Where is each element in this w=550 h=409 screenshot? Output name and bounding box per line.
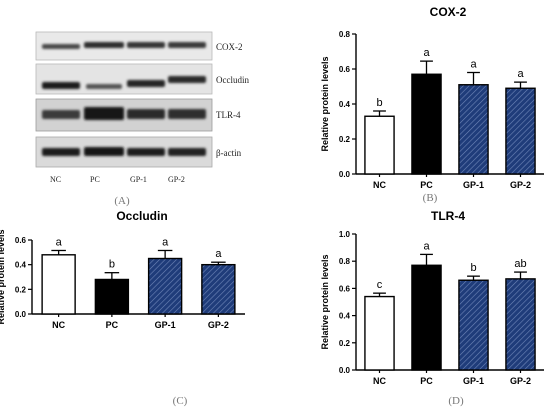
x-tick-label: NC — [52, 320, 65, 330]
bar-pc — [411, 264, 442, 371]
bar-gp-1 — [147, 257, 183, 315]
bar-nc — [364, 295, 395, 371]
significance-label: b — [376, 97, 382, 109]
blot-band — [42, 110, 80, 119]
bar-nc — [41, 254, 76, 315]
y-tick-label: 1.0 — [339, 230, 351, 239]
y-tick-label: 0.4 — [15, 261, 27, 270]
band-label-actin: β-actin — [216, 148, 242, 158]
y-tick-label: 0.0 — [339, 170, 351, 179]
band-label-cox2: COX-2 — [216, 42, 243, 52]
bar-gp-2 — [505, 87, 536, 175]
significance-label: a — [56, 236, 63, 248]
x-tick-label: GP-1 — [463, 180, 484, 190]
bar-gp-2 — [505, 278, 536, 371]
y-tick-label: 0.2 — [339, 135, 351, 144]
blot-band — [127, 80, 165, 87]
significance-label: a — [423, 240, 430, 252]
blot-band — [42, 82, 80, 89]
panel-label-d: (D) — [448, 395, 464, 407]
x-tick-label: NC — [373, 376, 386, 386]
western-blot-panel: COX-2 Occludin TLR-4 β-actin NC PC GP-1 … — [35, 31, 249, 207]
y-tick-label: 0.2 — [15, 285, 27, 294]
blot-band — [127, 42, 165, 48]
x-tick-label: GP-2 — [208, 320, 229, 330]
blot-band — [168, 42, 206, 48]
significance-label: b — [109, 259, 115, 271]
lane-label-gp1: GP-1 — [130, 175, 147, 184]
x-tick-label: PC — [106, 320, 119, 330]
blot-band — [86, 84, 122, 89]
y-tick-label: 0.2 — [339, 339, 351, 348]
blot-band — [127, 148, 165, 156]
y-tick-label: 0.4 — [339, 312, 351, 321]
lane-label-gp2: GP-2 — [168, 175, 185, 184]
band-label-tlr4: TLR-4 — [216, 110, 241, 120]
blot-band — [84, 107, 124, 120]
y-axis-label: Relative protein levels — [320, 254, 330, 349]
y-tick-label: 0.0 — [15, 310, 27, 319]
bar-nc — [364, 115, 395, 175]
significance-label: b — [470, 262, 476, 274]
chart-title: Occludin — [116, 209, 167, 223]
lane-label-nc: NC — [50, 175, 61, 184]
x-tick-label: NC — [373, 180, 386, 190]
y-tick-label: 0.0 — [339, 366, 351, 375]
bar-gp-1 — [458, 279, 489, 371]
blot-band — [127, 109, 165, 119]
significance-label: a — [470, 59, 477, 71]
significance-label: a — [517, 68, 524, 80]
x-tick-label: GP-2 — [510, 376, 531, 386]
blot-band — [168, 76, 206, 83]
bar-gp-1 — [458, 84, 489, 175]
y-tick-label: 0.8 — [339, 257, 351, 266]
bar-gp-2 — [201, 263, 236, 315]
y-axis-label: Relative protein levels — [320, 56, 330, 151]
chart-title: TLR-4 — [431, 209, 465, 223]
blot-band — [168, 148, 206, 156]
chart-cox-2: COX-2 Relative protein levels 0.0 0.2 0.4 0.6… — [320, 5, 544, 190]
blot-band — [168, 109, 206, 119]
y-tick-label: 0.4 — [339, 100, 351, 109]
x-tick-label: PC — [420, 180, 433, 190]
y-tick-label: 0.6 — [15, 236, 27, 245]
charts: COX-2 Relative protein levels 0.0 0.2 0.4 0.6… — [0, 5, 544, 386]
panel-label-a: (A) — [114, 195, 130, 207]
significance-label: c — [377, 279, 383, 291]
significance-label: a — [423, 47, 430, 59]
blot-band — [42, 44, 80, 49]
blot-band — [84, 42, 124, 48]
significance-label: ab — [514, 258, 526, 270]
chart-tlr-4: TLR-4 Relative protein levels 0.0 0.2 0.4 0.6… — [320, 209, 544, 386]
panel-label-b: (B) — [423, 192, 438, 204]
chart-occludin: Occludin Relative protein levels 0.0 0.2 0.4… — [0, 209, 245, 330]
blot-band — [84, 147, 124, 156]
band-label-occludin: Occludin — [216, 75, 249, 85]
y-tick-label: 0.6 — [339, 65, 351, 74]
x-tick-label: GP-1 — [155, 320, 176, 330]
significance-label: a — [162, 236, 169, 248]
bar-pc — [94, 278, 130, 315]
lane-label-pc: PC — [90, 175, 100, 184]
significance-label: a — [215, 248, 222, 260]
y-axis-label: Relative protein levels — [0, 229, 6, 324]
chart-title: COX-2 — [430, 5, 467, 19]
panel-label-c: (C) — [173, 395, 188, 407]
bar-pc — [411, 73, 442, 175]
blot-band — [42, 148, 80, 156]
y-tick-label: 0.8 — [339, 30, 351, 39]
x-tick-label: PC — [420, 376, 433, 386]
x-tick-label: GP-2 — [510, 180, 531, 190]
y-tick-label: 0.6 — [339, 284, 351, 293]
x-tick-label: GP-1 — [463, 376, 484, 386]
